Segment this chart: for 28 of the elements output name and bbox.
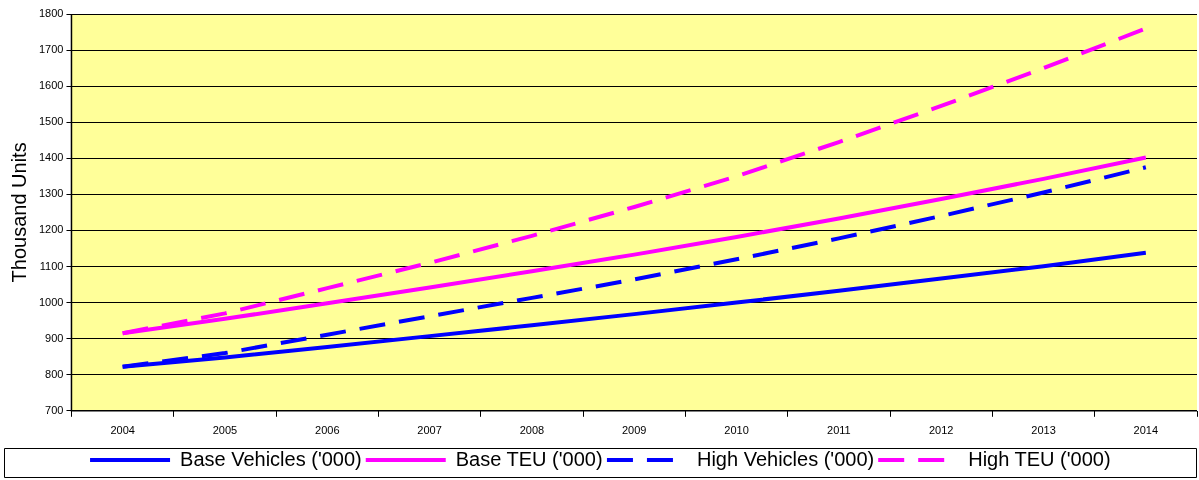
x-tick-label: 2013 xyxy=(1031,424,1056,437)
y-tick-label: 1800 xyxy=(38,7,64,20)
legend-label: High Vehicles ('000) xyxy=(696,447,875,470)
y-tick-label: 900 xyxy=(45,331,64,344)
y-tick-label: 1000 xyxy=(38,295,64,308)
y-tick-label: 1300 xyxy=(38,187,64,200)
legend-label: High TEU ('000) xyxy=(968,447,1111,470)
x-tick-label: 2008 xyxy=(519,424,545,437)
x-tick-label: 2006 xyxy=(315,424,340,437)
y-tick-label: 1500 xyxy=(38,115,64,128)
y-tick-label: 700 xyxy=(45,403,64,416)
y-tick-label: 1400 xyxy=(38,151,64,164)
y-tick-label: 1200 xyxy=(38,223,64,236)
y-axis-title: Thousand Units xyxy=(7,142,30,283)
x-tick-label: 2005 xyxy=(212,424,238,437)
legend-label: Base TEU ('000) xyxy=(455,447,603,470)
y-tick-label: 800 xyxy=(45,367,64,380)
y-tick-label: 1700 xyxy=(38,43,64,56)
x-tick-label: 2007 xyxy=(417,424,442,437)
y-tick-label: 1600 xyxy=(38,79,64,92)
x-tick-label: 2014 xyxy=(1133,424,1159,437)
x-tick-label: 2009 xyxy=(621,424,647,437)
x-tick-label: 2012 xyxy=(928,424,954,437)
x-tick-label: 2011 xyxy=(827,424,851,437)
x-tick-label: 2010 xyxy=(724,424,749,437)
legend-label: Base Vehicles ('000) xyxy=(180,447,362,470)
x-tick-label: 2004 xyxy=(110,424,135,437)
y-tick-label: 1100 xyxy=(39,259,64,272)
